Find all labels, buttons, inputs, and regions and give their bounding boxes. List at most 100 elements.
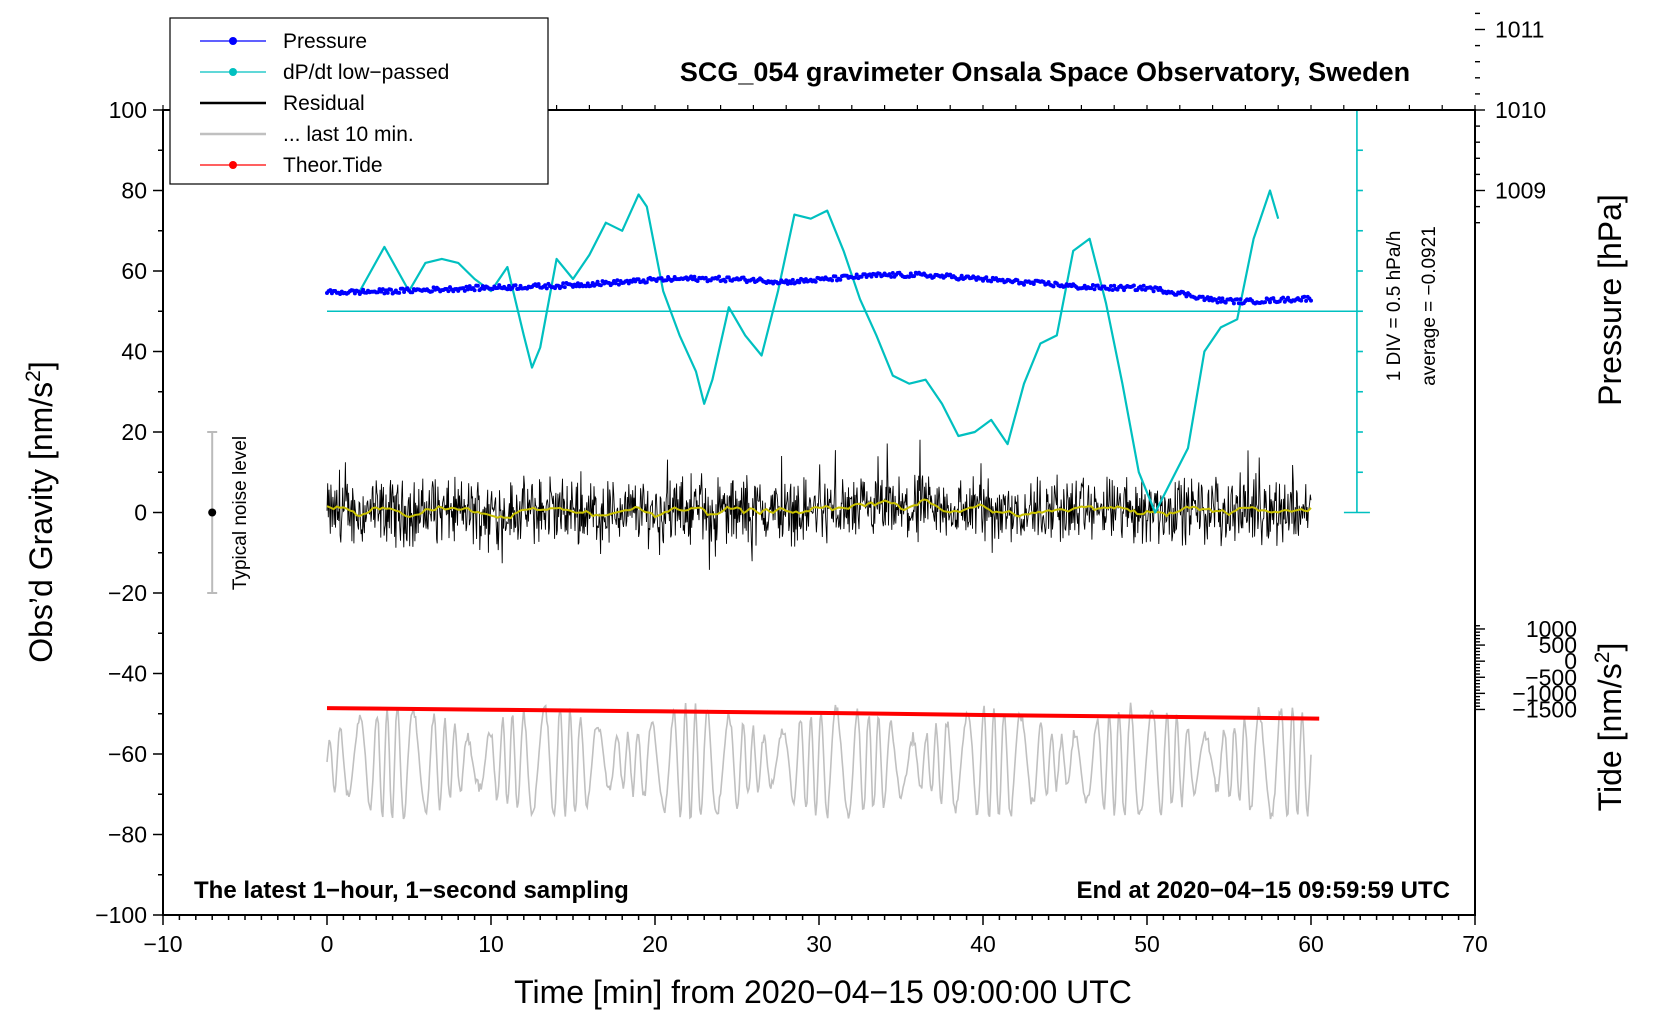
pressure-point (703, 275, 708, 280)
y-tick-label: −80 (108, 822, 147, 848)
pressure-point (475, 283, 480, 288)
legend-label: Pressure (283, 30, 367, 53)
pressure-point (1092, 287, 1097, 292)
pressure-point (328, 288, 333, 293)
x-tick-label: 10 (478, 931, 504, 957)
pressure-point (382, 291, 387, 296)
pressure-point (984, 275, 989, 280)
footer-right-note: End at 2020−04−15 09:59:59 UTC (1076, 877, 1450, 904)
pressure-point (1112, 283, 1117, 288)
y-axis-label-tide-text: Tide [nm/s (1592, 663, 1628, 811)
legend-label: ... last 10 min. (283, 123, 414, 146)
pressure-point (615, 278, 620, 283)
y-tick-label: 60 (121, 258, 147, 284)
pressure-point (889, 274, 894, 279)
x-tick-label: 60 (1298, 931, 1324, 957)
legend-marker (229, 68, 237, 76)
tide-tick-label: 500 (1539, 632, 1577, 658)
scale-bar-label: 1 DIV = 0.5 hPa/h (1384, 231, 1405, 382)
pressure-point (1235, 297, 1240, 302)
pressure-point (854, 272, 859, 277)
legend-label: Residual (283, 92, 365, 115)
pressure-point (397, 290, 402, 295)
y-axis-label-pressure: Pressure [hPa] (1592, 194, 1628, 406)
pressure-point (559, 284, 564, 289)
y-tick-label: −20 (108, 580, 147, 606)
pressure-point (446, 289, 451, 294)
y-tick-label: 40 (121, 339, 147, 365)
pressure-point (907, 274, 912, 279)
pressure-point (1218, 299, 1223, 304)
pressure-point (789, 281, 794, 286)
chart-title: SCG_054 gravimeter Onsala Space Observat… (680, 57, 1410, 87)
pressure-point (389, 287, 393, 292)
pressure-tick-label: 1009 (1495, 178, 1546, 204)
pressure-point (1268, 300, 1272, 305)
pressure-point (1122, 288, 1126, 293)
legend: Pressure dP/dt low−passed Residual ... last… (200, 30, 449, 177)
pressure-point (1215, 300, 1220, 305)
pressure-point (1184, 294, 1189, 299)
pressure-point (351, 288, 356, 293)
pressure-tick-label: 1010 (1495, 97, 1546, 123)
y-tick-label: −60 (108, 741, 147, 767)
pressure-point (830, 278, 835, 283)
footer-left-note: The latest 1−hour, 1−second sampling (194, 877, 629, 904)
x-tick-label: 20 (642, 931, 668, 957)
pressure-point (1031, 282, 1036, 286)
legend-label: Theor.Tide (283, 154, 383, 177)
pressure-point (598, 283, 603, 288)
y-axis-label-tide: Tide [nm/s2] (1591, 643, 1628, 812)
pressure-point (472, 288, 477, 293)
pressure-point (1263, 300, 1268, 305)
pressure-point (507, 283, 511, 288)
pressure-point (833, 274, 838, 279)
pressure-point (375, 290, 380, 295)
pressure-point (536, 282, 541, 287)
pressure-point (695, 279, 700, 283)
pressure-point (613, 281, 618, 286)
pressure-point (466, 287, 470, 292)
legend-box (169, 17, 549, 185)
pressure-point (723, 279, 728, 284)
pressure-point (1138, 284, 1143, 289)
x-tick-label: 0 (321, 931, 334, 957)
legend-item: ... last 10 min. (200, 123, 414, 146)
x-tick-label: 30 (806, 931, 832, 957)
pressure-point (1090, 283, 1095, 287)
pressure-point (380, 287, 385, 292)
series-residual (326, 439, 1312, 570)
legend-marker (229, 37, 237, 45)
pressure-point (1107, 287, 1112, 292)
data-layer (207, 109, 1370, 820)
pressure-point (1015, 278, 1020, 283)
pressure-point (1205, 295, 1210, 300)
pressure-point (989, 279, 994, 284)
pressure-point (1281, 295, 1286, 300)
series-residual-smoothed (326, 498, 1312, 520)
pressure-point (813, 279, 818, 284)
pressure-point (1271, 296, 1276, 301)
x-tick-label: −10 (143, 931, 182, 957)
y-axis-label-left-text: Obs’d Gravity [nm/s (23, 382, 59, 663)
noise-level-dot (208, 508, 217, 517)
tide-tick-label: −1000 (1512, 680, 1577, 706)
pressure-point (462, 288, 467, 293)
x-tick-label: 50 (1134, 931, 1160, 957)
y-tick-label: 100 (109, 97, 147, 123)
pressure-point (1089, 286, 1094, 291)
pressure-point (561, 281, 566, 286)
pressure-point (543, 283, 548, 288)
x-tick-label: 70 (1462, 931, 1488, 957)
series-theor-tide (326, 706, 1320, 721)
axes-layer: −10 0 10 20 30 40 50 60 70−100−80−60−40−20020406… (95, 12, 1577, 957)
y-tick-label: −40 (108, 661, 147, 687)
pressure-point (584, 284, 589, 289)
pressure-point (544, 286, 549, 291)
pressure-point (430, 289, 434, 294)
pressure-point (1220, 296, 1225, 301)
noise-level-label: Typical noise level (230, 436, 251, 590)
y-axis-label-left: Obs’d Gravity [nm/s2] (22, 361, 59, 663)
tide-tick-label: 0 (1564, 648, 1577, 674)
